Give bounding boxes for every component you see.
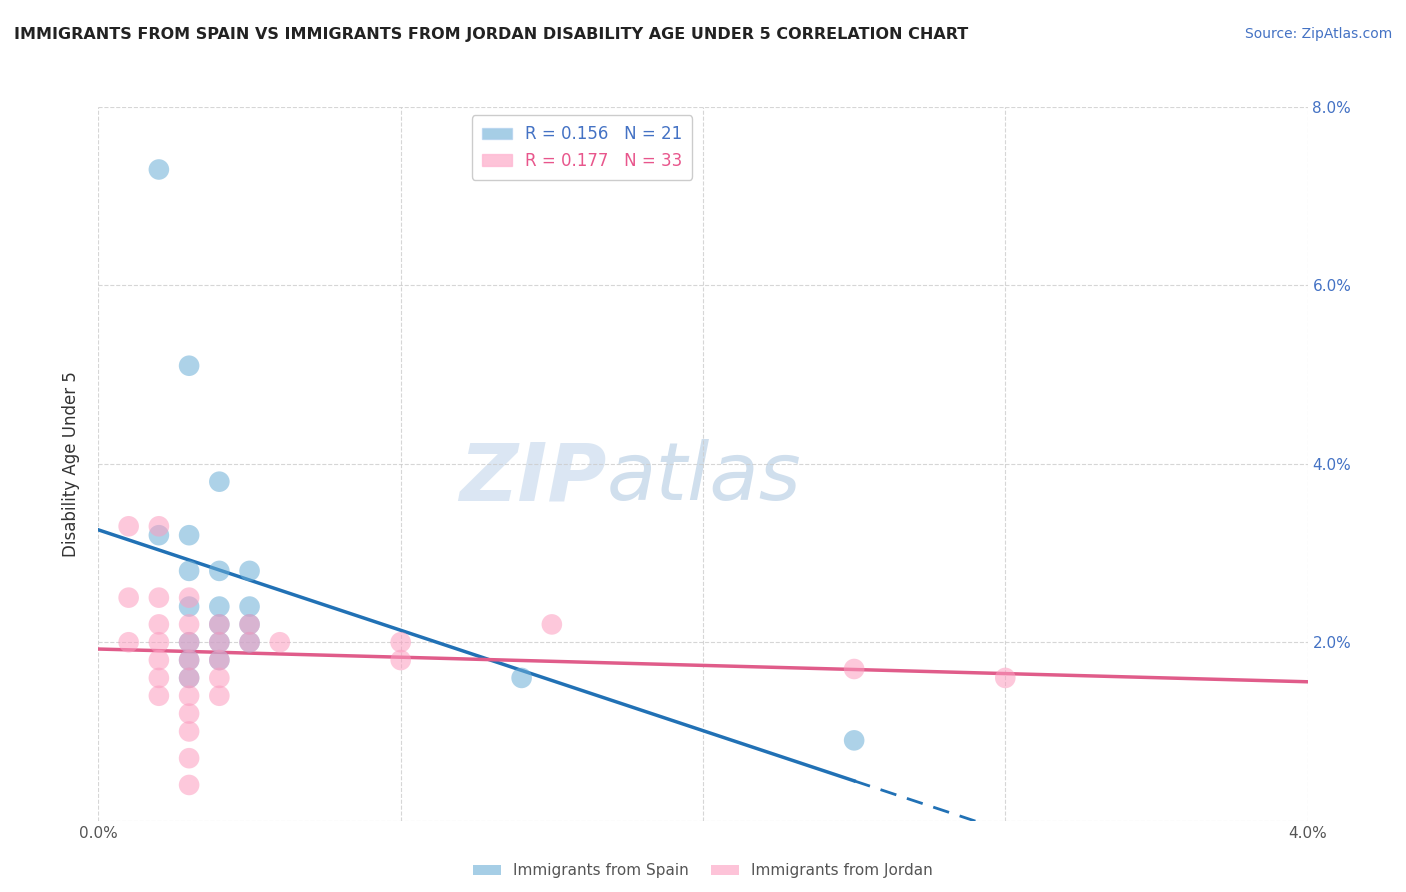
Y-axis label: Disability Age Under 5: Disability Age Under 5: [62, 371, 80, 557]
Point: [239, 599, 262, 614]
Point: [844, 733, 866, 747]
Point: [179, 635, 201, 649]
Point: [179, 689, 201, 703]
Text: atlas: atlas: [606, 439, 801, 517]
Point: [179, 591, 201, 605]
Point: [148, 689, 170, 703]
Point: [239, 617, 262, 632]
Point: [179, 635, 201, 649]
Point: [148, 591, 170, 605]
Point: [208, 671, 231, 685]
Point: [208, 635, 231, 649]
Point: [148, 519, 170, 533]
Point: [148, 162, 170, 177]
Point: [208, 475, 231, 489]
Text: Source: ZipAtlas.com: Source: ZipAtlas.com: [1244, 27, 1392, 41]
Point: [389, 635, 412, 649]
Point: [208, 653, 231, 667]
Point: [239, 635, 262, 649]
Point: [541, 617, 564, 632]
Point: [208, 617, 231, 632]
Point: [208, 599, 231, 614]
Point: [179, 671, 201, 685]
Point: [179, 653, 201, 667]
Point: [994, 671, 1017, 685]
Point: [389, 653, 412, 667]
Point: [148, 617, 170, 632]
Point: [118, 519, 141, 533]
Point: [179, 706, 201, 721]
Point: [148, 635, 170, 649]
Point: [239, 635, 262, 649]
Point: [179, 617, 201, 632]
Point: [148, 528, 170, 542]
Point: [208, 617, 231, 632]
Point: [208, 564, 231, 578]
Point: [118, 591, 141, 605]
Text: IMMIGRANTS FROM SPAIN VS IMMIGRANTS FROM JORDAN DISABILITY AGE UNDER 5 CORRELATI: IMMIGRANTS FROM SPAIN VS IMMIGRANTS FROM…: [14, 27, 969, 42]
Point: [179, 724, 201, 739]
Point: [239, 564, 262, 578]
Point: [148, 653, 170, 667]
Point: [179, 653, 201, 667]
Point: [208, 653, 231, 667]
Point: [148, 671, 170, 685]
Point: [179, 564, 201, 578]
Point: [179, 359, 201, 373]
Point: [844, 662, 866, 676]
Point: [179, 778, 201, 792]
Point: [118, 635, 141, 649]
Text: ZIP: ZIP: [458, 439, 606, 517]
Point: [269, 635, 291, 649]
Point: [208, 635, 231, 649]
Point: [179, 751, 201, 765]
Point: [208, 689, 231, 703]
Point: [239, 617, 262, 632]
Point: [179, 671, 201, 685]
Point: [510, 671, 533, 685]
Point: [179, 599, 201, 614]
Point: [179, 528, 201, 542]
Legend: Immigrants from Spain, Immigrants from Jordan: Immigrants from Spain, Immigrants from J…: [467, 857, 939, 884]
